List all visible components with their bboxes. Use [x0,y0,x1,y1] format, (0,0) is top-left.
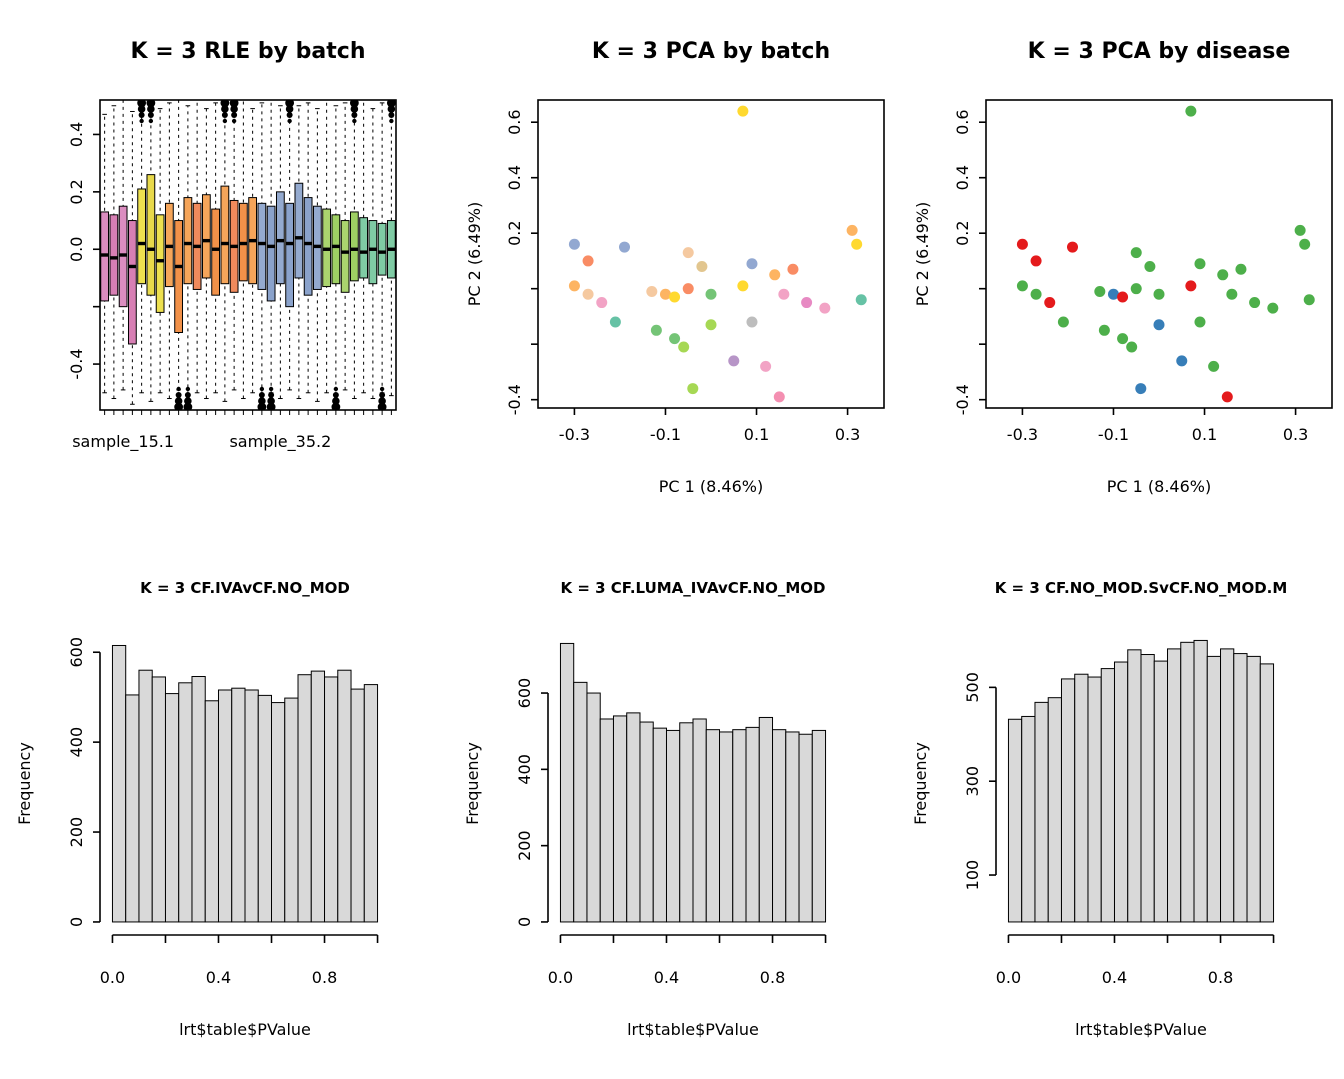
rle-boxplot-canvas: K = 3 RLE by batch -0.4 0.0 0.2 0.4 sample_1… [67,39,397,452]
svg-text:-0.1: -0.1 [650,425,681,444]
svg-text:sample_15.1: sample_15.1 [72,432,174,452]
svg-text:500: 500 [963,672,982,703]
svg-text:600: 600 [515,678,534,709]
hist-luma-title: K = 3 CF.LUMA_IVAvCF.NO_MOD [561,579,826,597]
svg-text:0: 0 [67,917,86,927]
pca-disease-title: K = 3 PCA by disease [1028,39,1291,64]
pca-batch-title: K = 3 PCA by batch [592,39,830,64]
svg-text:0.0: 0.0 [67,237,86,262]
svg-text:400: 400 [515,754,534,785]
rle-plot-title: K = 3 RLE by batch [131,39,366,64]
svg-text:0.0: 0.0 [996,968,1021,987]
hist-nomod-canvas: K = 3 CF.NO_MOD.SvCF.NO_MOD.M 100 300 500 0… [911,579,1288,1039]
svg-text:PC 1 (8.46%): PC 1 (8.46%) [659,477,763,496]
svg-text:Frequency: Frequency [463,742,482,825]
panel-rle-by-batch: K = 3 RLE by batch -0.4 0.0 0.2 0.4 sample_1… [0,0,448,537]
svg-text:0.4: 0.4 [206,968,231,987]
svg-text:300: 300 [963,766,982,797]
panel-hist-iva: K = 3 CF.IVAvCF.NO_MOD 0 200 400 600 0.0 0.4 0… [0,537,448,1075]
svg-text:lrt$table$PValue: lrt$table$PValue [1075,1020,1207,1039]
svg-text:PC 1 (8.46%): PC 1 (8.46%) [1107,477,1211,496]
panel-hist-luma: K = 3 CF.LUMA_IVAvCF.NO_MOD 0 200 400 600 0.… [448,537,896,1075]
svg-text:0.8: 0.8 [312,968,337,987]
svg-text:0.4: 0.4 [953,165,972,190]
svg-text:0.8: 0.8 [760,968,785,987]
svg-text:0.1: 0.1 [1192,425,1217,444]
svg-text:0.2: 0.2 [67,179,86,204]
svg-text:PC 2 (6.49%): PC 2 (6.49%) [913,202,932,306]
svg-text:200: 200 [67,817,86,848]
svg-text:0.2: 0.2 [953,220,972,245]
svg-text:0.1: 0.1 [744,425,769,444]
svg-text:-0.1: -0.1 [1098,425,1129,444]
svg-text:0.3: 0.3 [1283,425,1308,444]
svg-text:lrt$table$PValue: lrt$table$PValue [627,1020,759,1039]
hist-iva-title: K = 3 CF.IVAvCF.NO_MOD [140,579,350,597]
svg-text:0.0: 0.0 [548,968,573,987]
svg-text:600: 600 [67,637,86,668]
svg-text:400: 400 [67,727,86,758]
svg-text:-0.3: -0.3 [1007,425,1038,444]
svg-text:0.3: 0.3 [835,425,860,444]
svg-text:-0.4: -0.4 [953,384,972,415]
hist-luma-canvas: K = 3 CF.LUMA_IVAvCF.NO_MOD 0 200 400 600 0.… [463,579,827,1039]
svg-text:0.8: 0.8 [1208,968,1233,987]
svg-text:PC 2 (6.49%): PC 2 (6.49%) [465,202,484,306]
svg-text:0.2: 0.2 [505,220,524,245]
svg-text:0.4: 0.4 [505,165,524,190]
svg-text:0.0: 0.0 [100,968,125,987]
pca-batch-canvas: K = 3 PCA by batch -0.3 -0.1 0.1 0.3 -0.4 0.2… [465,39,885,496]
svg-text:-0.4: -0.4 [67,348,86,379]
svg-text:0.6: 0.6 [953,109,972,134]
svg-text:0.6: 0.6 [505,109,524,134]
svg-text:-0.4: -0.4 [505,384,524,415]
svg-text:100: 100 [963,860,982,891]
panel-pca-by-disease: K = 3 PCA by disease -0.3 -0.1 0.1 0.3 -0.4 0… [896,0,1344,537]
svg-text:0: 0 [515,917,534,927]
hist-iva-canvas: K = 3 CF.IVAvCF.NO_MOD 0 200 400 600 0.0 0.4 0… [15,579,379,1039]
panel-pca-by-batch: K = 3 PCA by batch -0.3 -0.1 0.1 0.3 -0.4 0.2… [448,0,896,537]
svg-text:0.4: 0.4 [67,122,86,147]
svg-text:0.4: 0.4 [654,968,679,987]
svg-text:Frequency: Frequency [15,742,34,825]
svg-text:200: 200 [515,830,534,861]
svg-text:sample_35.2: sample_35.2 [229,432,331,452]
svg-text:-0.3: -0.3 [559,425,590,444]
pca-disease-canvas: K = 3 PCA by disease -0.3 -0.1 0.1 0.3 -0.4 0… [913,39,1333,496]
hist-nomod-title: K = 3 CF.NO_MOD.SvCF.NO_MOD.M [995,579,1288,597]
svg-text:Frequency: Frequency [911,742,930,825]
panel-hist-nomod: K = 3 CF.NO_MOD.SvCF.NO_MOD.M 100 300 500 0… [896,537,1344,1075]
svg-text:lrt$table$PValue: lrt$table$PValue [179,1020,311,1039]
svg-text:0.4: 0.4 [1102,968,1127,987]
